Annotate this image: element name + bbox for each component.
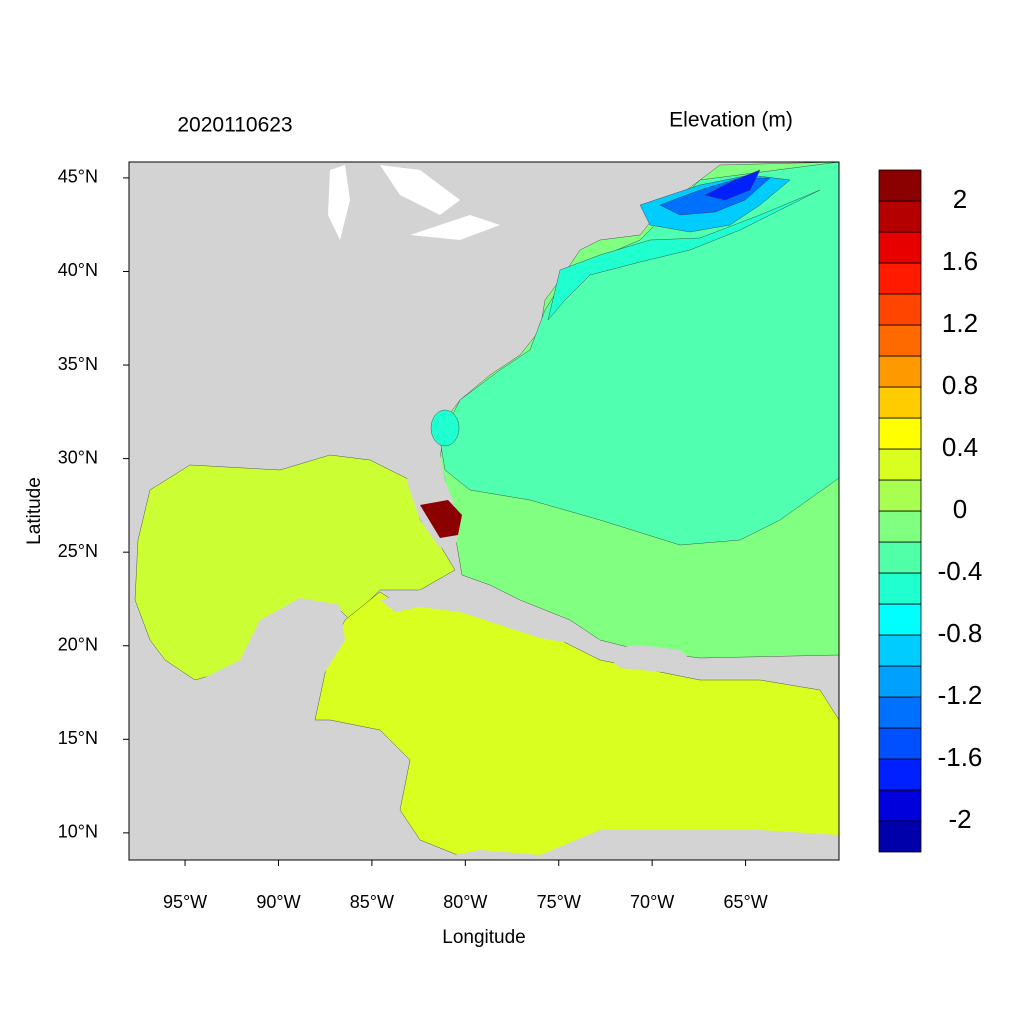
y-tick-label: 45°N [58, 167, 98, 187]
colorbar-box [878, 727, 922, 760]
colorbar-box [878, 572, 922, 605]
colorbar-box [878, 169, 922, 202]
colorbar-tick-label: 0.4 [942, 432, 978, 462]
plot-frame [128, 161, 840, 861]
colorbar-tick-label: -0.8 [938, 618, 983, 648]
great-lakes-2 [380, 165, 460, 215]
yucatan [129, 598, 345, 720]
colorbar-tick-label: 1.6 [942, 246, 978, 276]
x-tick-label: 90°W [256, 892, 300, 912]
florida-inundation [420, 500, 462, 538]
colorbar-box [878, 324, 922, 357]
colorbar-box [878, 510, 922, 543]
map [129, 162, 839, 860]
colorbar-tick-label: -2 [948, 804, 971, 834]
y-tick-label: 20°N [58, 634, 98, 654]
colorbar-box [878, 355, 922, 388]
colorbar-box [878, 231, 922, 264]
colorbar-tick-label: -1.6 [938, 742, 983, 772]
colorbar-box [878, 386, 922, 419]
colorbar-tick-label: 1.2 [942, 308, 978, 338]
y-tick-label: 10°N [58, 822, 98, 842]
y-tick-label: 25°N [58, 541, 98, 561]
x-tick-label: 80°W [443, 892, 487, 912]
colorbar-box [878, 448, 922, 481]
colorbar-tick-label: 2 [953, 184, 967, 214]
x-tick-label: 70°W [630, 892, 674, 912]
x-tick-label: 65°W [723, 892, 767, 912]
colorbar-box [878, 200, 922, 233]
x-tick-label: 75°W [537, 892, 581, 912]
colorbar-box [878, 634, 922, 667]
colorbar-tick-label: 0 [953, 494, 967, 524]
y-tick-label: 15°N [58, 728, 98, 748]
shelf-anomaly [430, 409, 460, 447]
y-tick-label: 35°N [58, 354, 98, 374]
colorbar-box [878, 820, 922, 853]
great-lakes [328, 165, 350, 240]
colorbar-box [878, 696, 922, 729]
colorbar-box [878, 479, 922, 512]
x-axis-label: Longitude [442, 927, 525, 948]
colorbar-box [878, 789, 922, 822]
south-america [430, 830, 839, 860]
gulf-of-maine-deep [704, 169, 761, 201]
colorbar-box [878, 603, 922, 636]
x-tick-label: 95°W [163, 892, 207, 912]
colorbar-box [878, 665, 922, 698]
title-right: Elevation (m) [669, 109, 793, 132]
colorbar-tick-label: -1.2 [938, 680, 983, 710]
title-left: 2020110623 [177, 114, 292, 137]
colorbar-box [878, 262, 922, 295]
colorbar-box [878, 417, 922, 450]
x-tick-label: 85°W [350, 892, 394, 912]
y-tick-label: 40°N [58, 260, 98, 280]
y-tick-label: 30°N [58, 447, 98, 467]
colorbar-box [878, 541, 922, 574]
colorbar-tick-label: 0.8 [942, 370, 978, 400]
coastal-band [547, 189, 821, 321]
colorbar-box [878, 293, 922, 326]
great-lakes-3 [410, 215, 500, 240]
colorbar-box [878, 758, 922, 791]
cuba [380, 590, 600, 645]
colorbar-tick-label: -0.4 [938, 556, 983, 586]
y-axis-label: Latitude [24, 477, 45, 545]
hispaniola [600, 645, 700, 672]
